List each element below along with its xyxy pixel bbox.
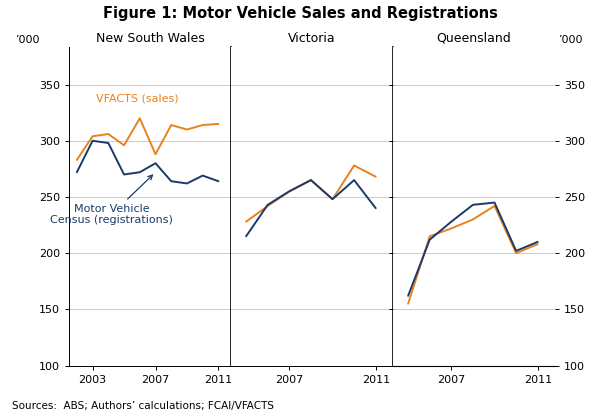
Text: Figure 1: Motor Vehicle Sales and Registrations: Figure 1: Motor Vehicle Sales and Regist… <box>103 6 497 21</box>
Title: Queensland: Queensland <box>437 32 511 45</box>
Text: ’000: ’000 <box>558 36 583 45</box>
Title: Victoria: Victoria <box>288 32 336 45</box>
Text: Motor Vehicle
Census (registrations): Motor Vehicle Census (registrations) <box>50 175 173 225</box>
Text: Sources:  ABS; Authors’ calculations; FCAI/VFACTS: Sources: ABS; Authors’ calculations; FCA… <box>12 401 274 411</box>
Text: VFACTS (sales): VFACTS (sales) <box>96 94 178 104</box>
Title: New South Wales: New South Wales <box>95 32 205 45</box>
Text: ’000: ’000 <box>15 36 40 45</box>
